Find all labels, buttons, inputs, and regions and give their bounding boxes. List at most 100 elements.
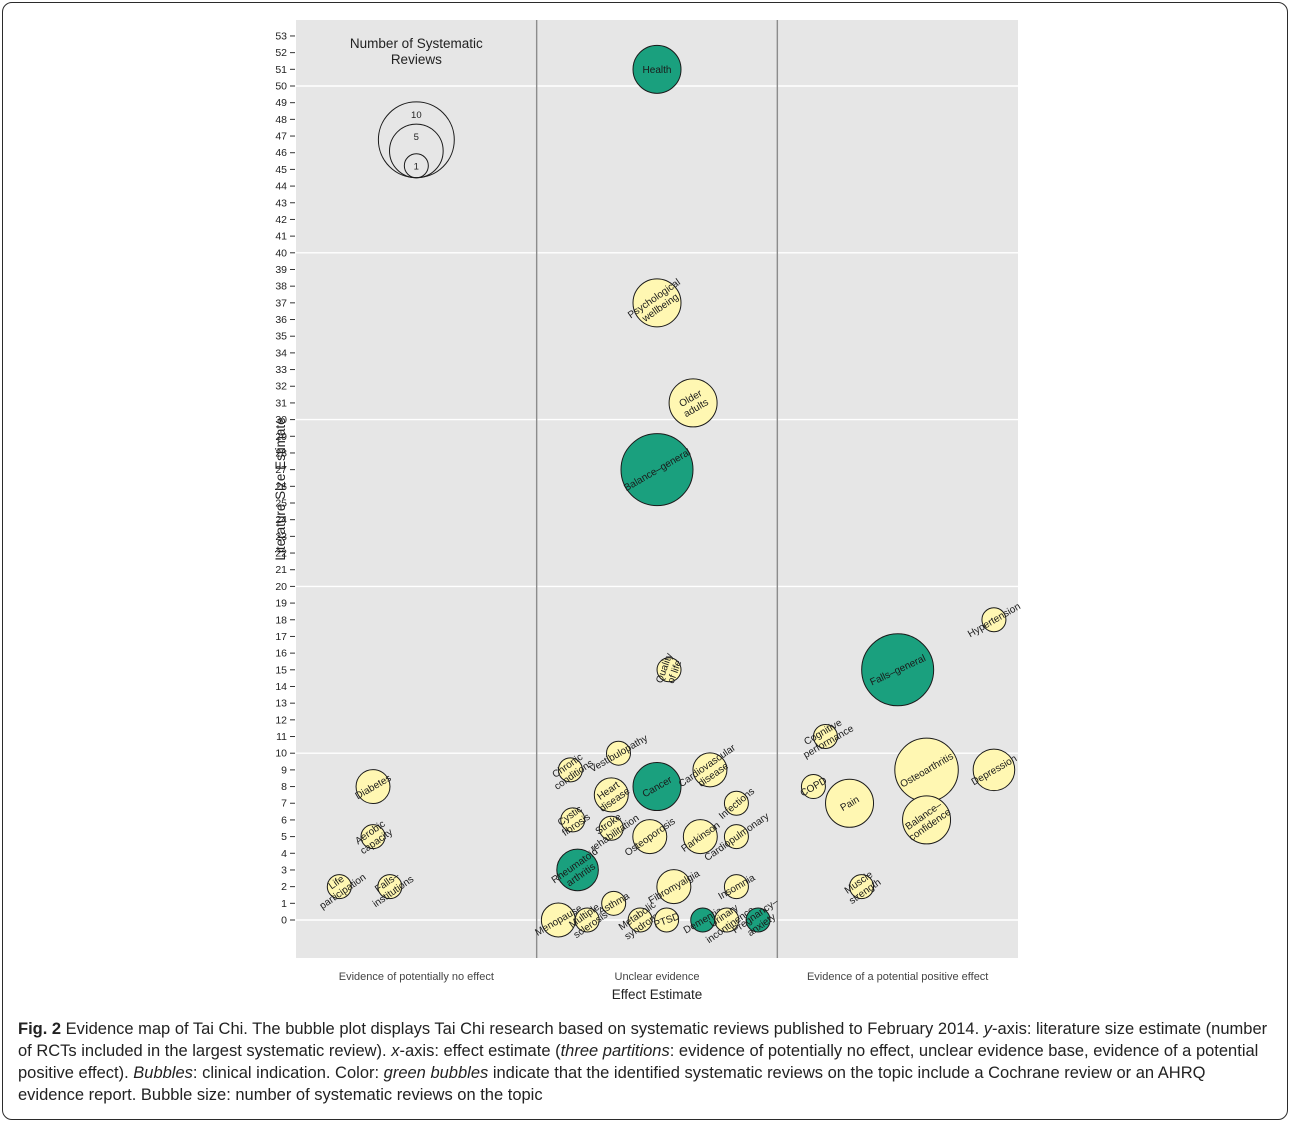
y-tick-label-25: 25	[275, 498, 287, 510]
caption-text-4: : evidence of potentially no effect, unc…	[18, 1042, 1259, 1082]
y-tick-label-49: 49	[275, 97, 287, 109]
bubble-chart: 0123456789101112131415161718192021222324…	[273, 20, 1023, 1002]
y-tick-label-14: 14	[275, 681, 287, 693]
bubble-label-line: Health	[643, 65, 672, 76]
y-tick-label-27: 27	[275, 464, 287, 476]
y-tick-label-16: 16	[275, 648, 287, 660]
bubble-fibromyalgia	[656, 869, 692, 905]
bubble-ptsd	[654, 907, 680, 933]
y-tick-label-29: 29	[275, 431, 287, 443]
bubble-insomnia	[723, 874, 749, 900]
bubble-aerobic-capacity	[360, 824, 386, 850]
bubble-balance-confidence	[902, 795, 952, 845]
y-tick-label-21: 21	[275, 564, 287, 576]
y-tick-label-13: 13	[275, 698, 287, 710]
y-axis-title: Literature Size Estimate	[273, 417, 288, 560]
bubble-infections	[723, 790, 749, 816]
y-tick-label-40: 40	[275, 247, 287, 259]
y-tick-label-48: 48	[275, 114, 287, 126]
bubble-hypertension	[981, 607, 1007, 633]
y-tick-label-35: 35	[275, 331, 287, 343]
bubble-falls-general	[861, 633, 935, 707]
caption-text-5: : clinical indication. Color:	[192, 1064, 384, 1082]
y-tick-label-37: 37	[275, 297, 287, 309]
y-tick-label-52: 52	[275, 47, 287, 59]
bubble-metabolic-syndrome	[627, 907, 653, 933]
bubble-health	[632, 44, 682, 94]
caption-y-axis-label: y	[983, 1020, 993, 1038]
bubble-chronic-conditions	[557, 757, 583, 783]
y-tick-label-18: 18	[275, 614, 287, 626]
bubble-stroke-rehabilitation	[598, 815, 624, 841]
y-tick-label-1: 1	[281, 898, 287, 910]
y-tick-label-2: 2	[281, 881, 287, 893]
bubble-vestibulopathy	[605, 740, 631, 766]
bubble-osteoporosis	[632, 819, 668, 855]
caption-partitions-term: three partitions	[560, 1042, 670, 1060]
y-tick-label-44: 44	[275, 181, 287, 193]
bubble-falls-institutions	[377, 874, 403, 900]
bubble-multiple-sclerosis	[574, 907, 600, 933]
caption-figure-label: Fig. 2	[18, 1020, 62, 1038]
bubble-diabetes	[355, 769, 391, 805]
y-tick-label-8: 8	[281, 781, 287, 793]
caption-text-6: indicate that the identified systematic …	[18, 1064, 1206, 1104]
y-tick-label-32: 32	[275, 381, 287, 393]
bubble-quality-of-life	[656, 657, 682, 683]
y-tick-label-11: 11	[276, 731, 287, 743]
bubble-life-participation	[326, 874, 352, 900]
figure-caption: Fig. 2 Evidence map of Tai Chi. The bubb…	[18, 1018, 1268, 1106]
bubble-heart-disease	[593, 777, 629, 813]
y-tick-label-31: 31	[275, 397, 287, 409]
bubble-pain	[825, 778, 875, 828]
y-tick-label-5: 5	[281, 831, 287, 843]
y-tick-label-0: 0	[281, 915, 287, 927]
y-tick-label-23: 23	[275, 531, 287, 543]
size-legend-title-line1: Number of Systematic	[350, 36, 483, 51]
y-tick-label-39: 39	[275, 264, 287, 276]
bubble-rheumatoid-arthritis	[556, 848, 599, 892]
bubble-psychological-wellbeing	[632, 278, 682, 328]
size-legend-value-1: 1	[414, 162, 419, 173]
bubble-balance-general	[620, 433, 694, 507]
y-tick-label-53: 53	[275, 30, 287, 42]
y-tick-label-34: 34	[275, 347, 287, 359]
bubble-depression	[972, 748, 1016, 792]
x-category-label-evidence-of-a-potential-positive-effect: Evidence of a potential positive effect	[807, 971, 988, 983]
bubble-cardiopulmonary	[723, 824, 749, 850]
x-axis-title: Effect Estimate	[612, 987, 703, 1002]
bubble-urinary-incontinence	[714, 907, 740, 933]
caption-green-term: green bubbles	[383, 1064, 489, 1082]
bubble-copd	[800, 774, 826, 800]
y-tick-label-19: 19	[275, 598, 287, 610]
y-tick-label-3: 3	[281, 864, 287, 876]
y-tick-label-7: 7	[281, 798, 287, 810]
size-legend-value-10: 10	[411, 110, 422, 121]
y-tick-label-38: 38	[275, 281, 287, 293]
bubble-cancer	[632, 762, 682, 812]
y-tick-label-46: 46	[275, 147, 287, 159]
y-tick-label-43: 43	[275, 197, 287, 209]
y-tick-label-4: 4	[281, 848, 287, 860]
caption-text-2: -axis: literature size estimate (number …	[18, 1020, 1268, 1060]
bubble-asthma	[601, 890, 627, 916]
bubble-cognitive-performance	[812, 724, 838, 750]
y-tick-label-15: 15	[275, 664, 287, 676]
y-tick-label-17: 17	[275, 631, 287, 643]
y-tick-label-42: 42	[275, 214, 287, 226]
y-tick-label-45: 45	[275, 164, 287, 176]
bubble-label-health: Health	[643, 65, 672, 76]
y-tick-label-6: 6	[281, 814, 287, 826]
bubble-cystic-fibrosis	[560, 807, 586, 833]
y-tick-label-26: 26	[275, 481, 287, 493]
y-tick-label-47: 47	[275, 131, 287, 143]
bubble-pregnancy-anxiety	[745, 907, 771, 933]
y-tick-label-36: 36	[275, 314, 287, 326]
size-legend-value-5: 5	[414, 132, 419, 143]
size-legend-title-line2: Reviews	[391, 52, 442, 67]
y-tick-label-22: 22	[275, 548, 287, 560]
y-tick-label-9: 9	[281, 764, 287, 776]
y-tick-label-10: 10	[275, 748, 287, 760]
y-tick-label-41: 41	[275, 231, 287, 243]
